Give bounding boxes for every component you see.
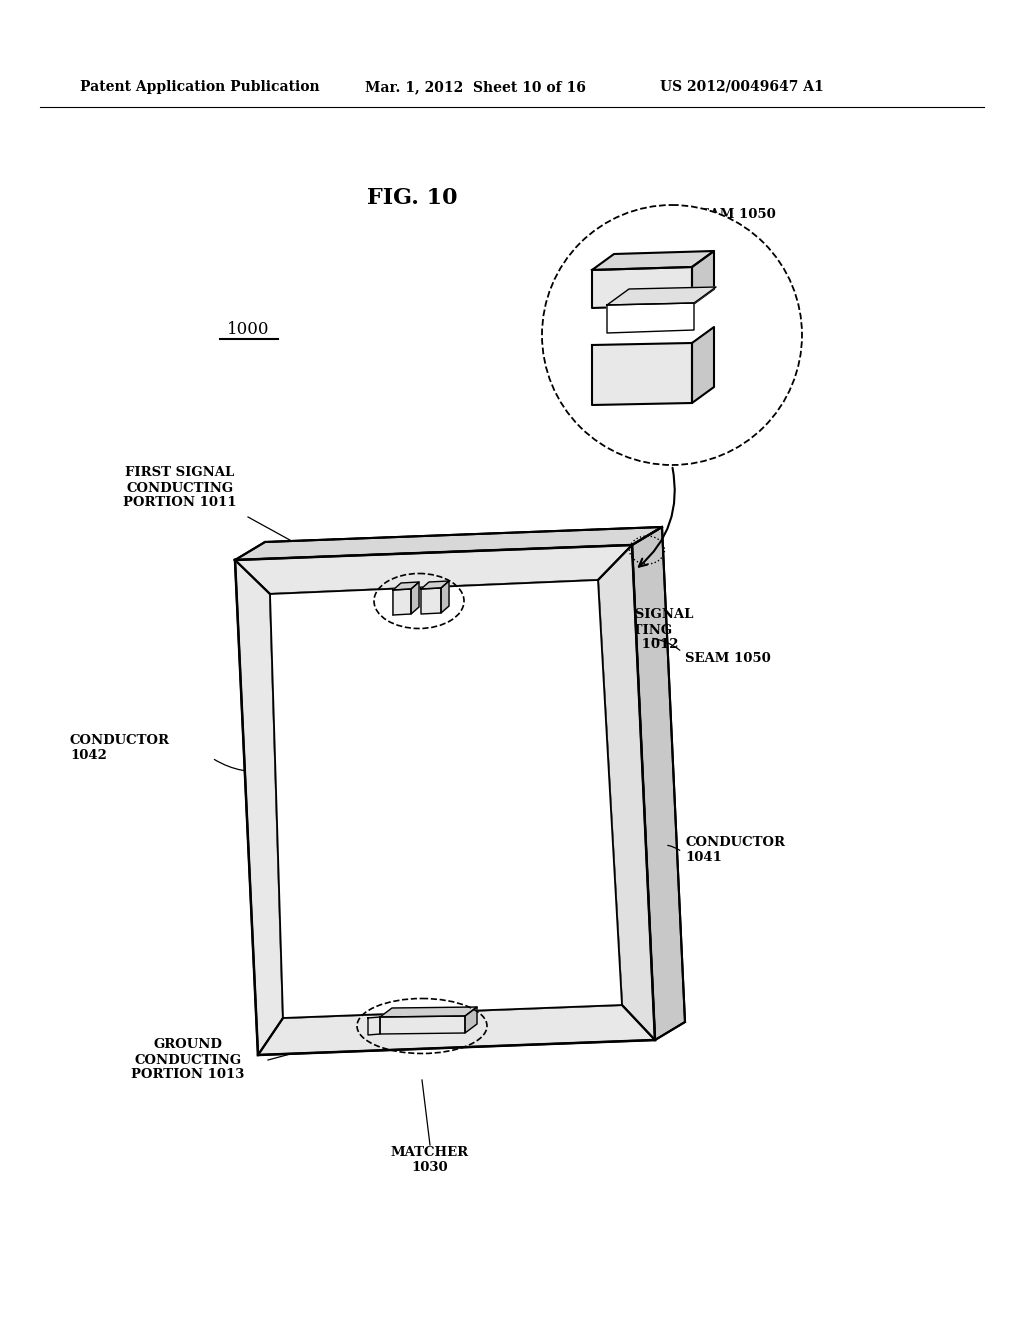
Text: SEAM 1050: SEAM 1050 bbox=[690, 209, 776, 222]
Text: SEAM 1050: SEAM 1050 bbox=[685, 652, 771, 664]
Text: CONDUCTOR
1041: CONDUCTOR 1041 bbox=[685, 836, 785, 865]
Polygon shape bbox=[393, 582, 419, 590]
Polygon shape bbox=[692, 327, 714, 403]
Polygon shape bbox=[234, 545, 632, 594]
Polygon shape bbox=[592, 267, 692, 308]
Polygon shape bbox=[270, 579, 622, 1018]
Circle shape bbox=[542, 205, 802, 465]
Text: Patent Application Publication: Patent Application Publication bbox=[80, 81, 319, 94]
Polygon shape bbox=[441, 581, 449, 612]
Text: 1000: 1000 bbox=[226, 322, 269, 338]
Text: Mar. 1, 2012  Sheet 10 of 16: Mar. 1, 2012 Sheet 10 of 16 bbox=[365, 81, 586, 94]
Text: FIRST SIGNAL
CONDUCTING
PORTION 1011: FIRST SIGNAL CONDUCTING PORTION 1011 bbox=[123, 466, 237, 510]
Text: CONDUCTOR
1042: CONDUCTOR 1042 bbox=[70, 734, 170, 762]
Polygon shape bbox=[258, 1005, 655, 1055]
Polygon shape bbox=[368, 1016, 380, 1035]
Polygon shape bbox=[421, 581, 449, 589]
Polygon shape bbox=[411, 582, 419, 614]
Polygon shape bbox=[592, 251, 714, 271]
Text: MATCHER
1030: MATCHER 1030 bbox=[391, 1146, 469, 1173]
Polygon shape bbox=[234, 527, 662, 560]
Polygon shape bbox=[234, 560, 283, 1055]
Polygon shape bbox=[607, 286, 716, 305]
Polygon shape bbox=[393, 589, 411, 615]
Polygon shape bbox=[380, 1007, 477, 1016]
Text: GROUND
CONDUCTING
PORTION 1013: GROUND CONDUCTING PORTION 1013 bbox=[131, 1039, 245, 1081]
Text: US 2012/0049647 A1: US 2012/0049647 A1 bbox=[660, 81, 823, 94]
Text: FIG. 10: FIG. 10 bbox=[367, 187, 458, 209]
Polygon shape bbox=[598, 545, 655, 1040]
Polygon shape bbox=[592, 343, 692, 405]
Polygon shape bbox=[465, 1007, 477, 1034]
Polygon shape bbox=[607, 304, 694, 333]
Polygon shape bbox=[692, 251, 714, 305]
Polygon shape bbox=[380, 1016, 465, 1034]
Polygon shape bbox=[421, 587, 441, 614]
Text: CAPACITOR
1020: CAPACITOR 1020 bbox=[303, 557, 392, 585]
Text: SECOND SIGNAL
CONDUCTING
PORTION 1012: SECOND SIGNAL CONDUCTING PORTION 1012 bbox=[565, 609, 693, 652]
Polygon shape bbox=[632, 527, 685, 1040]
